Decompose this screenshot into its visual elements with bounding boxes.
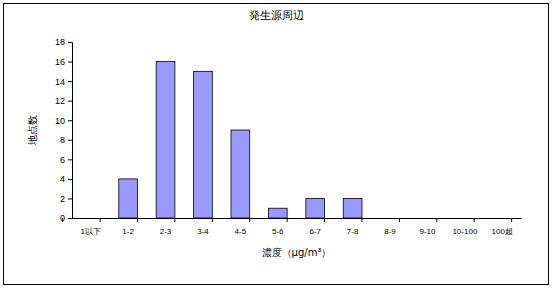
y-axis-title: 地点数 <box>27 115 38 146</box>
bar <box>231 130 250 218</box>
bars <box>119 62 362 218</box>
chart: 0 2 4 6 8 10 12 14 16 18 1以下 1-2 2-3 3-4 4-5 5-6 6-7 7-8 8… <box>0 0 553 289</box>
y-tick <box>68 101 72 102</box>
chart-border <box>4 4 549 285</box>
y-tick-label: 8 <box>60 135 65 145</box>
y-tick <box>68 120 72 121</box>
x-tick-label: 5-6 <box>272 227 284 236</box>
y-tick-label: 18 <box>55 37 65 47</box>
y-tick <box>68 42 72 43</box>
y-tick-label: 2 <box>60 194 65 204</box>
bar <box>268 208 287 218</box>
y-tick-label: 4 <box>60 174 65 184</box>
y-tick <box>68 159 72 160</box>
y-tick-label: 0 <box>60 213 65 223</box>
x-tick-label: 9-10 <box>419 227 436 236</box>
x-tick <box>100 218 101 222</box>
y-tick <box>68 198 72 199</box>
x-tick <box>212 218 213 222</box>
y-axis: 0 2 4 6 8 10 12 14 16 18 <box>55 37 73 223</box>
bar <box>418 218 437 219</box>
y-tick-label: 12 <box>55 96 65 106</box>
x-tick-label: 4-5 <box>235 227 247 236</box>
bar <box>119 179 138 218</box>
y-tick <box>68 218 72 219</box>
title: 発生源周辺 <box>249 9 304 22</box>
x-tick-label: 3-4 <box>197 227 209 236</box>
x-tick <box>249 218 250 222</box>
x-tick <box>399 218 400 222</box>
x-tick-label: 10-100 <box>452 227 477 236</box>
y-tick-label: 6 <box>60 155 65 165</box>
bar <box>493 218 512 219</box>
y-tick <box>68 62 72 63</box>
x-tick-label: 8-9 <box>384 227 396 236</box>
x-axis: 1以下 1-2 2-3 3-4 4-5 5-6 6-7 7-8 8-9 9-10 10-100 100… <box>63 218 522 236</box>
y-tick <box>68 81 72 82</box>
y-tick-label: 16 <box>55 57 65 67</box>
x-tick-label: 1-2 <box>122 227 134 236</box>
x-tick <box>361 218 362 222</box>
x-tick-label: 7-8 <box>347 227 359 236</box>
y-tick <box>68 179 72 180</box>
bar <box>343 198 362 218</box>
bar <box>81 218 100 219</box>
bar <box>194 71 213 218</box>
x-tick <box>137 218 138 222</box>
x-tick <box>62 218 63 222</box>
y-tick-label: 14 <box>55 76 65 86</box>
y-axis-line <box>68 43 73 219</box>
y-tick-label: 10 <box>55 116 65 126</box>
x-axis-line <box>73 218 522 219</box>
x-tick <box>474 218 475 222</box>
x-tick-label: 100超 <box>492 227 513 236</box>
bar <box>456 218 475 219</box>
x-tick <box>436 218 437 222</box>
x-tick <box>174 218 175 222</box>
x-tick-label: 1以下 <box>80 227 100 236</box>
plot: 0 2 4 6 8 10 12 14 16 18 1以下 1-2 2-3 3-4 4-5 5-6 6-7 7-8 8… <box>55 37 522 235</box>
x-tick-label: 2-3 <box>160 227 172 236</box>
bar <box>156 62 175 218</box>
x-tick <box>287 218 288 222</box>
y-tick <box>68 140 72 141</box>
bar <box>381 218 400 219</box>
x-tick-label: 6-7 <box>309 227 321 236</box>
bar <box>306 198 325 218</box>
x-tick <box>324 218 325 222</box>
x-tick <box>511 218 512 222</box>
x-axis-title: 濃度（μg/m³） <box>262 247 332 258</box>
